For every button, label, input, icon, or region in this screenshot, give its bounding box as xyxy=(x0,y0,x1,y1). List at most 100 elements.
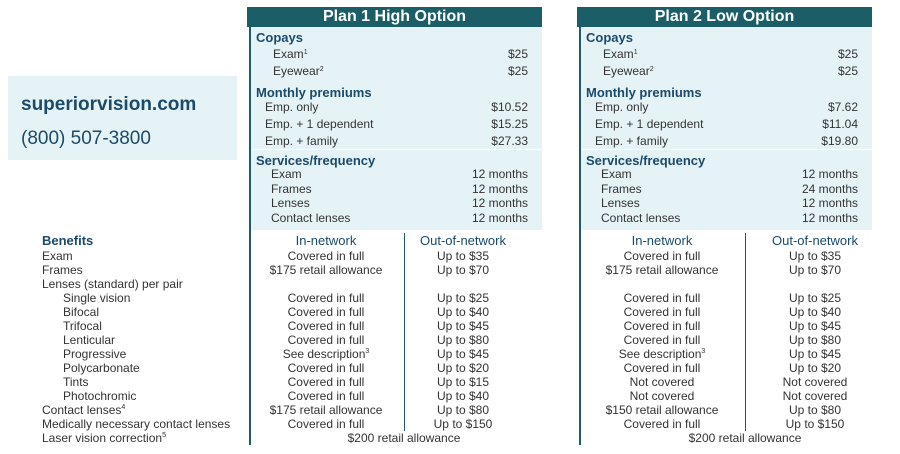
network-divider xyxy=(745,233,746,433)
plan-header: Plan 1 High Option xyxy=(247,7,542,27)
in-network-value: Covered in full xyxy=(287,249,365,263)
plan-detail-row: Contact lenses 12 months xyxy=(271,210,528,227)
benefit-label: Progressive xyxy=(63,347,127,361)
footnote-marker: 1 xyxy=(303,49,308,56)
out-of-network-value: Up to $40 xyxy=(436,305,490,319)
out-of-network-value: Up to $45 xyxy=(436,319,490,333)
in-network-value: See description3 xyxy=(618,347,706,361)
benefit-label: Photochromic xyxy=(63,389,137,403)
row-label: Exam1 xyxy=(603,47,638,61)
footnote-marker: 5 xyxy=(162,432,166,439)
in-network-value: Covered in full xyxy=(287,319,365,333)
plan-detail-row: Emp. + family $27.33 xyxy=(265,133,528,150)
benefit-label: Tints xyxy=(63,375,89,389)
row-value: $25 xyxy=(507,47,528,61)
plan-detail-row: Emp. + 1 dependent $15.25 xyxy=(265,116,528,133)
network-divider xyxy=(404,233,405,433)
premiums-panel: Monthly premiums Emp. only $7.62 Emp. + 1 d… xyxy=(581,82,872,149)
plan-detail-row: Frames 12 months xyxy=(271,181,528,198)
in-network-value: Covered in full xyxy=(287,305,365,319)
out-of-network-value: Not covered xyxy=(782,375,848,389)
row-value: $11.04 xyxy=(822,117,858,131)
benefit-label: Contact lenses4 xyxy=(42,403,126,417)
benefit-span-value: $200 retail allowance xyxy=(645,431,845,445)
row-label: Emp. + 1 dependent xyxy=(595,117,704,131)
out-of-network-value: Up to $25 xyxy=(436,291,490,305)
out-of-network-value: Up to $80 xyxy=(788,333,842,347)
in-network-value: Covered in full xyxy=(287,417,365,431)
out-of-network-value: Up to $70 xyxy=(436,263,490,277)
row-value: $7.62 xyxy=(827,100,858,114)
contact-panel: superiorvision.com (800) 507-3800 xyxy=(8,76,237,160)
section-title: Copays xyxy=(586,30,633,45)
premiums-panel: Monthly premiums Emp. only $10.52 Emp. + 1 … xyxy=(251,82,542,149)
out-of-network-header: Out-of-network xyxy=(420,233,506,248)
row-label: Frames xyxy=(271,181,312,196)
in-network-value: $150 retail allowance xyxy=(605,403,719,417)
row-label: Lenses xyxy=(271,196,310,210)
row-label: Exam1 xyxy=(273,47,308,61)
in-network-value: $175 retail allowance xyxy=(605,263,719,277)
out-of-network-value: Up to $35 xyxy=(788,249,842,263)
benefit-span-value: $200 retail allowance xyxy=(304,431,504,445)
row-label: Emp. + family xyxy=(265,134,339,148)
row-label: Contact lenses xyxy=(271,210,351,225)
in-network-value: Covered in full xyxy=(287,333,365,347)
section-title: Services/frequency xyxy=(256,153,376,168)
row-label: Emp. + 1 dependent xyxy=(265,117,374,131)
row-label: Lenses xyxy=(601,196,640,210)
row-value: 12 months xyxy=(471,167,528,181)
row-value: 12 months xyxy=(471,210,528,225)
out-of-network-value: Up to $150 xyxy=(433,417,493,431)
in-network-value: Covered in full xyxy=(287,361,365,375)
out-of-network-value: Not covered xyxy=(782,389,848,403)
plan-detail-row: Eyewear2 $25 xyxy=(273,63,528,80)
out-of-network-value: Up to $45 xyxy=(788,347,842,361)
row-label: Contact lenses xyxy=(601,210,681,225)
plan-detail-row: Contact lenses 12 months xyxy=(601,210,858,227)
plan-header: Plan 2 Low Option xyxy=(577,7,872,27)
website-link[interactable]: superiorvision.com xyxy=(21,94,197,115)
in-network-value: Covered in full xyxy=(623,319,701,333)
row-value: 12 months xyxy=(801,196,858,210)
plan-detail-row: Exam1 $25 xyxy=(603,46,858,63)
in-network-value: See description3 xyxy=(282,347,370,361)
footnote-marker: 2 xyxy=(319,66,324,73)
row-value: $25 xyxy=(837,64,858,78)
footnote-marker: 2 xyxy=(649,66,654,73)
section-title: Copays xyxy=(256,30,303,45)
in-network-value: Covered in full xyxy=(287,375,365,389)
plan-detail-row: Lenses 12 months xyxy=(601,195,858,212)
plan-detail-row: Eyewear2 $25 xyxy=(603,63,858,80)
row-label: Exam xyxy=(271,167,302,181)
out-of-network-value: Up to $20 xyxy=(788,361,842,375)
row-value: 12 months xyxy=(471,181,528,196)
row-label: Emp. only xyxy=(595,100,649,114)
section-title: Services/frequency xyxy=(586,153,706,168)
plan-detail-row: Emp. only $10.52 xyxy=(265,99,528,116)
out-of-network-header: Out-of-network xyxy=(772,233,858,248)
out-of-network-value: Up to $45 xyxy=(436,347,490,361)
in-network-value: Not covered xyxy=(629,375,695,389)
in-network-value: Covered in full xyxy=(287,291,365,305)
in-network-value: Not covered xyxy=(629,389,695,403)
benefit-label: Trifocal xyxy=(63,319,102,333)
in-network-header: In-network xyxy=(295,233,357,248)
row-value: $19.80 xyxy=(821,134,858,148)
row-label: Eyewear2 xyxy=(273,64,324,78)
row-value: 12 months xyxy=(471,196,528,210)
footnote-marker: 1 xyxy=(633,49,638,56)
benefit-label: Lenticular xyxy=(63,333,116,347)
plan-detail-row: Emp. + family $19.80 xyxy=(595,133,858,150)
row-value: $27.33 xyxy=(491,134,528,148)
benefit-label: Exam xyxy=(42,249,73,263)
benefit-label: Laser vision correction5 xyxy=(42,431,166,445)
phone-number: (800) 507-3800 xyxy=(21,128,151,149)
out-of-network-value: Up to $25 xyxy=(788,291,842,305)
benefit-label: Medically necessary contact lenses xyxy=(42,417,231,431)
plan-column-border xyxy=(579,27,581,445)
services-panel: Services/frequency Exam 12 months Frames 12 … xyxy=(251,150,542,230)
out-of-network-value: Up to $80 xyxy=(436,403,490,417)
copays-panel: Copays Exam1 $25 Eyewear2 $25 xyxy=(581,27,872,82)
in-network-value: $175 retail allowance xyxy=(269,263,383,277)
